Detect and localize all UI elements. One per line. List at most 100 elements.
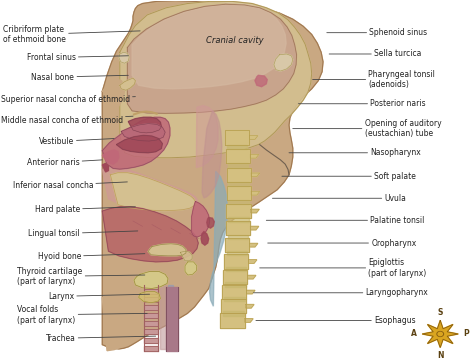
Polygon shape: [160, 285, 166, 349]
Polygon shape: [221, 299, 246, 313]
Text: N: N: [437, 351, 444, 360]
Polygon shape: [250, 226, 259, 230]
Polygon shape: [201, 232, 209, 245]
Text: Vocal folds
(part of larynx): Vocal folds (part of larynx): [17, 305, 147, 324]
Text: Oropharynx: Oropharynx: [268, 239, 417, 248]
Text: Lingual tonsil: Lingual tonsil: [28, 229, 138, 238]
Polygon shape: [102, 80, 125, 114]
Polygon shape: [139, 291, 160, 303]
Text: A: A: [411, 329, 417, 338]
Text: Hyoid bone: Hyoid bone: [37, 252, 145, 261]
Text: Anterior naris: Anterior naris: [27, 158, 102, 167]
Polygon shape: [227, 145, 247, 149]
Polygon shape: [248, 260, 257, 263]
Polygon shape: [228, 163, 248, 168]
Polygon shape: [110, 173, 195, 211]
Polygon shape: [102, 150, 119, 164]
Circle shape: [438, 332, 442, 336]
Polygon shape: [119, 52, 129, 63]
Polygon shape: [224, 254, 248, 269]
Text: Thyroid cartilage
(part of larynx): Thyroid cartilage (part of larynx): [17, 267, 145, 286]
Polygon shape: [220, 313, 245, 328]
Polygon shape: [128, 4, 297, 113]
Text: Trachea: Trachea: [46, 334, 156, 343]
Polygon shape: [120, 1, 312, 158]
Polygon shape: [228, 235, 248, 239]
Text: Esophagus: Esophagus: [256, 316, 416, 325]
Text: Laryngopharynx: Laryngopharynx: [254, 288, 428, 297]
Polygon shape: [132, 4, 286, 89]
Polygon shape: [246, 304, 254, 308]
Polygon shape: [121, 124, 165, 141]
Text: S: S: [438, 308, 443, 317]
Polygon shape: [251, 209, 259, 213]
Text: Palatine tonsil: Palatine tonsil: [266, 216, 425, 225]
Polygon shape: [166, 287, 178, 351]
Polygon shape: [145, 329, 157, 334]
Polygon shape: [225, 238, 249, 252]
Polygon shape: [102, 298, 141, 351]
Polygon shape: [245, 319, 253, 322]
Polygon shape: [102, 207, 198, 262]
Text: Nasopharynx: Nasopharynx: [289, 148, 421, 157]
Polygon shape: [202, 111, 222, 198]
Text: Superior nasal concha of ethmoid: Superior nasal concha of ethmoid: [0, 95, 136, 104]
Polygon shape: [207, 218, 214, 228]
Polygon shape: [227, 168, 251, 182]
Polygon shape: [145, 297, 157, 302]
Polygon shape: [226, 149, 250, 163]
Polygon shape: [226, 267, 246, 272]
Text: Hard palate: Hard palate: [35, 205, 136, 214]
Polygon shape: [117, 135, 162, 153]
Polygon shape: [228, 182, 249, 186]
Polygon shape: [145, 321, 157, 326]
Text: P: P: [463, 329, 469, 338]
Polygon shape: [422, 320, 458, 348]
Polygon shape: [227, 186, 251, 201]
Text: Soft palate: Soft palate: [282, 172, 416, 181]
Polygon shape: [250, 155, 259, 158]
Text: Pharyngeal tonsil
(adenoids): Pharyngeal tonsil (adenoids): [313, 70, 435, 89]
Polygon shape: [255, 75, 267, 87]
Polygon shape: [228, 218, 249, 222]
Text: Uvula: Uvula: [273, 194, 406, 203]
Polygon shape: [223, 311, 244, 316]
Polygon shape: [180, 251, 192, 261]
Polygon shape: [102, 163, 109, 172]
Polygon shape: [225, 130, 249, 144]
Text: Sella turcica: Sella turcica: [329, 50, 421, 59]
Text: Sphenoid sinus: Sphenoid sinus: [327, 28, 428, 37]
Polygon shape: [185, 262, 197, 275]
Polygon shape: [210, 171, 228, 306]
Polygon shape: [251, 173, 260, 177]
Polygon shape: [120, 78, 136, 90]
Text: Frontal sinus: Frontal sinus: [27, 53, 128, 62]
Circle shape: [437, 332, 444, 336]
Polygon shape: [191, 202, 210, 237]
Text: Larynx: Larynx: [48, 292, 150, 301]
Polygon shape: [228, 200, 249, 204]
Polygon shape: [226, 204, 251, 218]
Text: Nasal bone: Nasal bone: [31, 73, 128, 81]
Polygon shape: [251, 191, 260, 195]
Text: Middle nasal concha of ethmoid: Middle nasal concha of ethmoid: [0, 115, 133, 125]
Polygon shape: [222, 285, 246, 299]
Polygon shape: [227, 251, 247, 256]
Polygon shape: [226, 221, 250, 235]
Polygon shape: [223, 270, 247, 284]
Polygon shape: [145, 305, 157, 310]
Polygon shape: [168, 285, 173, 349]
Text: Epiglottis
(part of larynx): Epiglottis (part of larynx): [260, 258, 427, 278]
Polygon shape: [145, 346, 157, 351]
Polygon shape: [246, 290, 255, 294]
Polygon shape: [148, 244, 186, 256]
Polygon shape: [247, 275, 256, 279]
Polygon shape: [102, 117, 170, 169]
Polygon shape: [102, 1, 323, 349]
Text: Cribriform plate
of ethmoid bone: Cribriform plate of ethmoid bone: [3, 25, 140, 44]
Polygon shape: [249, 136, 258, 139]
Polygon shape: [145, 289, 157, 294]
Polygon shape: [274, 54, 293, 71]
Polygon shape: [134, 272, 168, 289]
Polygon shape: [225, 282, 246, 287]
